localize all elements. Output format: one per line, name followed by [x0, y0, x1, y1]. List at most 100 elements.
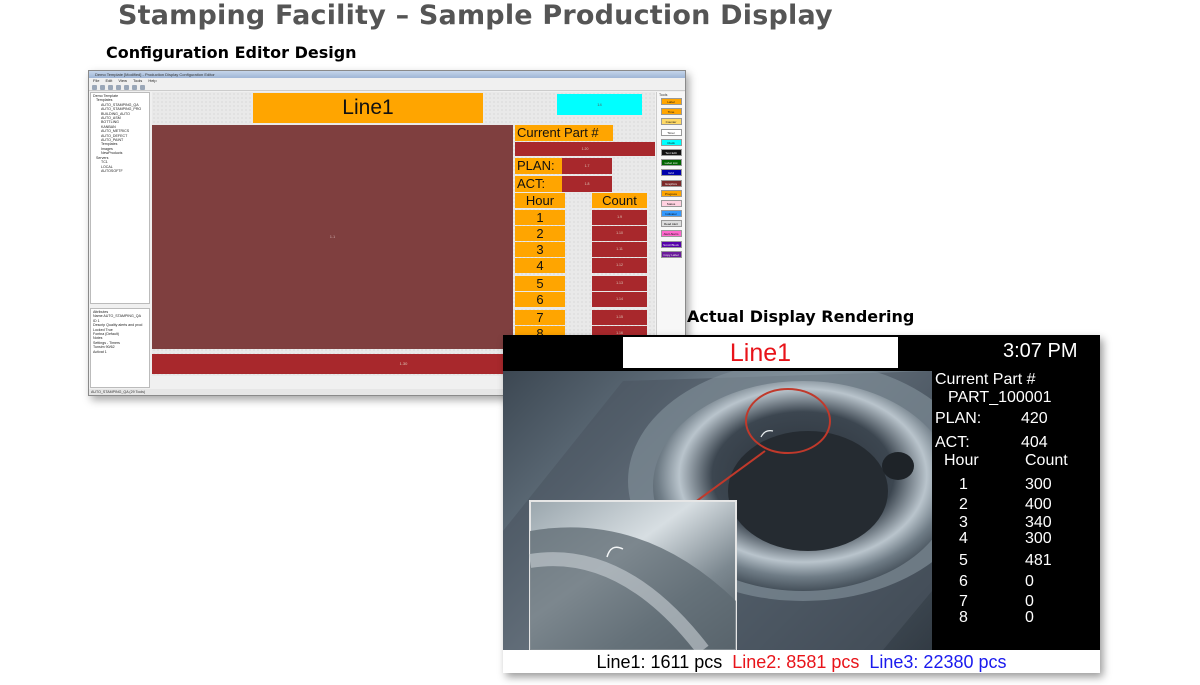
- display-line-label: Line1: [623, 337, 898, 368]
- tree-item[interactable]: AUTOSOFTF: [101, 168, 123, 173]
- copy-icon[interactable]: [124, 84, 129, 90]
- tree-item[interactable]: BUILDING_AUTO: [101, 111, 130, 116]
- tool-copy-label[interactable]: Copy Label: [660, 250, 682, 258]
- open-icon[interactable]: [100, 84, 105, 90]
- hour-cell: 2: [959, 496, 968, 513]
- canvas-count-cell[interactable]: 1.9: [592, 210, 647, 225]
- canvas-act-value[interactable]: 1.8: [562, 176, 612, 192]
- tree-item[interactable]: Templates: [96, 98, 113, 103]
- menu-edit[interactable]: Edit: [105, 78, 113, 83]
- tool-text-edit[interactable]: Text Edit: [660, 148, 682, 156]
- tool-clock[interactable]: Clock: [660, 138, 682, 146]
- plan-value: 420: [1021, 410, 1048, 427]
- current-part-label: Current Part #: [935, 371, 1036, 388]
- tool-progress[interactable]: Progress: [660, 189, 682, 197]
- count-cell: 481: [1025, 552, 1052, 569]
- hour-cell: 8: [959, 609, 968, 626]
- canvas-count-cell[interactable]: 1.10: [592, 226, 647, 241]
- tool-time[interactable]: Time: [660, 108, 682, 116]
- tree-item[interactable]: Templates: [101, 142, 118, 147]
- canvas-hour-cell[interactable]: 3: [515, 242, 565, 257]
- canvas-count-cell[interactable]: 1.11: [592, 242, 647, 257]
- tree-item[interactable]: AUTO_STAMPING_PRO: [101, 107, 142, 112]
- canvas-hour-cell[interactable]: 7: [515, 310, 565, 325]
- cut-icon[interactable]: [116, 84, 121, 90]
- editor-menubar: File Edit View Tools Help: [89, 78, 685, 84]
- tree-item[interactable]: BOTTLING: [101, 120, 119, 125]
- editor-section-label: Configuration Editor Design: [106, 43, 357, 62]
- ticker-line2: Line2: 8581 pcs: [732, 652, 860, 672]
- delete-icon[interactable]: [140, 84, 145, 90]
- properties-panel: Attributes Name AUTO_STAMPING_QA ID 1 De…: [90, 308, 150, 388]
- defect-photo: [503, 371, 932, 650]
- tree-item[interactable]: AUTO_STAMPING_QA: [101, 102, 139, 107]
- tool-counter[interactable]: Counter: [660, 118, 682, 126]
- canvas-line-label[interactable]: Line1: [253, 93, 483, 123]
- tree-item[interactable]: KANBAN: [101, 124, 116, 129]
- tool-graphics[interactable]: Graphics: [660, 179, 682, 187]
- ticker-line1: Line1: 1611 pcs: [596, 652, 723, 672]
- canvas-count-cell[interactable]: 1.15: [592, 310, 647, 325]
- prop-row[interactable]: ID 1: [93, 318, 100, 323]
- save-icon[interactable]: [108, 84, 113, 90]
- editor-toolbar: [89, 84, 685, 91]
- tree-item[interactable]: AUTO_ASM: [101, 116, 121, 121]
- canvas-count-header[interactable]: Count: [592, 193, 647, 208]
- tool-read-alert[interactable]: Read Alert: [660, 220, 682, 228]
- canvas-hour-cell[interactable]: 5: [515, 276, 565, 291]
- tool-timer[interactable]: Timer: [660, 128, 682, 136]
- prop-row[interactable]: Descrip Quality alerts and prod: [93, 323, 143, 328]
- tree-item[interactable]: LOCAL: [101, 164, 113, 169]
- canvas-hour-cell[interactable]: 4: [515, 258, 565, 273]
- canvas-count-cell[interactable]: 1.12: [592, 258, 647, 273]
- canvas-time-field[interactable]: 14: [557, 94, 642, 115]
- menu-view[interactable]: View: [118, 78, 127, 83]
- canvas-count-cell[interactable]: 1.13: [592, 276, 647, 291]
- tool-scroll-block[interactable]: Scroll Block: [660, 240, 682, 248]
- canvas-hour-header[interactable]: Hour: [515, 193, 565, 208]
- tree-item[interactable]: AUTO_DEFECT: [101, 133, 128, 138]
- display-section-label: Actual Display Rendering: [687, 307, 915, 326]
- paste-icon[interactable]: [132, 84, 137, 90]
- canvas-plan-label[interactable]: PLAN:: [515, 158, 562, 174]
- production-ticker: Line1: 1611 pcs Line2: 8581 pcs Line3: 2…: [503, 650, 1100, 673]
- tree-item[interactable]: NewProducts: [101, 151, 123, 156]
- prop-row[interactable]: Activat 1: [93, 349, 107, 354]
- tree-item[interactable]: AUTO_METRICS: [101, 129, 130, 134]
- hour-cell: 7: [959, 593, 968, 610]
- canvas-current-part-value[interactable]: 1.20: [515, 142, 655, 156]
- tool-label-list[interactable]: Label List: [660, 159, 682, 167]
- tree-item[interactable]: TC1: [101, 160, 108, 165]
- tree-item[interactable]: Servers: [96, 155, 109, 160]
- template-tree[interactable]: Demo Template Templates AUTO_STAMPING_QA…: [90, 92, 150, 304]
- prop-row[interactable]: Notes: [93, 336, 103, 341]
- canvas-hour-cell[interactable]: 1: [515, 210, 565, 225]
- prop-row[interactable]: Name AUTO_STAMPING_QA: [93, 314, 141, 319]
- menu-file[interactable]: File: [93, 78, 100, 83]
- tool-grid[interactable]: Grid: [660, 169, 682, 177]
- canvas-hour-cell[interactable]: 6: [515, 292, 565, 307]
- canvas-current-part-label[interactable]: Current Part #: [515, 125, 613, 141]
- tree-item[interactable]: Demo Template: [93, 94, 119, 98]
- canvas-hour-cell[interactable]: 2: [515, 226, 565, 241]
- prop-row[interactable]: Fontna (Default): [93, 332, 119, 337]
- stamped-part-image: [503, 371, 932, 650]
- menu-tools[interactable]: Tools: [132, 78, 143, 83]
- count-cell: 0: [1025, 609, 1034, 626]
- tree-item[interactable]: Images: [101, 146, 113, 151]
- tool-status[interactable]: Status: [660, 199, 682, 207]
- prop-row[interactable]: Locked True: [93, 327, 113, 332]
- page-title: Stamping Facility – Sample Production Di…: [118, 0, 833, 31]
- design-canvas[interactable]: Line1 14 1.1 Current Part # 1.20 PLAN: 1…: [152, 92, 655, 376]
- tool-label[interactable]: Label: [660, 98, 682, 105]
- new-icon[interactable]: [92, 84, 97, 90]
- tree-item[interactable]: AUTO_PAINT: [101, 138, 124, 143]
- tool-indicator[interactable]: Indicator: [660, 210, 682, 218]
- canvas-plan-value[interactable]: 1.7: [562, 158, 612, 174]
- menu-help[interactable]: Help: [148, 78, 157, 83]
- canvas-image-field[interactable]: 1.1: [152, 125, 513, 349]
- canvas-act-label[interactable]: ACT:: [515, 176, 562, 192]
- tool-alert-alarm[interactable]: Alert Alarm: [660, 230, 682, 238]
- canvas-count-cell[interactable]: 1.14: [592, 292, 647, 307]
- prop-row[interactable]: Tunsim 90/62: [93, 345, 115, 350]
